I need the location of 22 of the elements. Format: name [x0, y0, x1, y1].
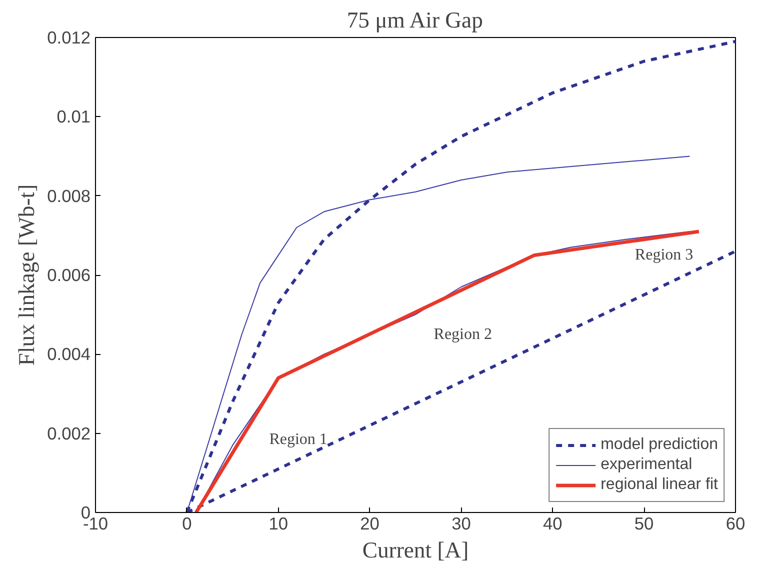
y-tick-label: 0.006: [47, 265, 91, 285]
legend-label: experimental: [600, 456, 692, 474]
x-tick-label: 0: [182, 514, 192, 534]
x-tick-label: 40: [543, 514, 562, 534]
x-tick-label: 10: [268, 514, 288, 534]
annotation: Region 1: [269, 430, 328, 448]
y-tick-label: 0.012: [47, 28, 91, 48]
x-tick-label: 60: [726, 514, 746, 534]
y-tick-label: 0.004: [47, 344, 91, 364]
y-tick-label: 0.008: [47, 186, 91, 206]
x-axis-title: Current [A]: [362, 538, 469, 562]
legend-label: model prediction: [600, 436, 718, 454]
chart-title: 75 μm Air Gap: [346, 8, 483, 32]
y-tick-label: 0.01: [56, 106, 91, 127]
annotation: Region 3: [634, 246, 694, 264]
legend-label: regional linear fit: [600, 476, 718, 494]
x-tick-label: 50: [634, 514, 654, 534]
y-tick-label: 0.002: [47, 423, 91, 444]
x-tick-label: 20: [360, 514, 380, 534]
y-axis-title: Flux linkage [Wb-t]: [14, 184, 40, 366]
annotation: Region 2: [434, 326, 492, 343]
x-tick-label: 30: [452, 514, 471, 534]
